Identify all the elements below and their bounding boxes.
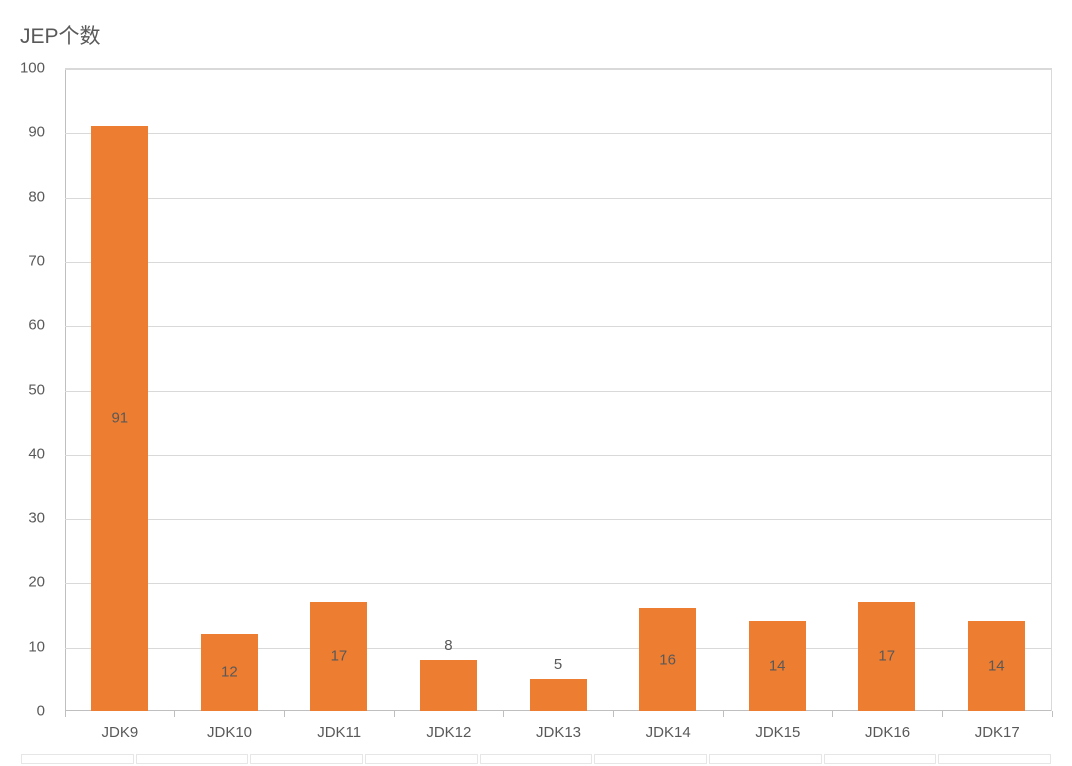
bottom-decor-box [480, 754, 593, 764]
x-tick-mark [503, 711, 504, 717]
y-tick-label: 100 [0, 60, 55, 77]
bar: 17 [310, 602, 367, 711]
x-tick-mark [723, 711, 724, 717]
bar-slot: 14 [942, 69, 1052, 711]
bar: 8 [420, 660, 477, 711]
bar-slot: 14 [722, 69, 832, 711]
bars-area: 91 12 17 8 5 16 14 17 14 [65, 69, 1051, 711]
bar: 5 [530, 679, 587, 711]
x-tick-mark [174, 711, 175, 717]
x-tick-mark [65, 711, 66, 717]
y-tick-label: 60 [0, 317, 55, 334]
bottom-decor-box [938, 754, 1051, 764]
chart-container: JEP个数 91 12 17 8 5 16 14 17 14 0 10 20 30 40 50 60 70 80… [0, 0, 1072, 766]
y-tick-label: 70 [0, 252, 55, 269]
bar-slot: 17 [284, 69, 394, 711]
y-tick-label: 80 [0, 188, 55, 205]
bottom-decor-box [21, 754, 134, 764]
x-tick-mark [832, 711, 833, 717]
x-tick-mark [1052, 711, 1053, 717]
bar-slot: 5 [503, 69, 613, 711]
bar-value-label: 14 [988, 657, 1005, 674]
bottom-decor-box [594, 754, 707, 764]
bottom-decor-box [709, 754, 822, 764]
bar: 91 [91, 126, 148, 711]
y-tick-label: 40 [0, 445, 55, 462]
bar-slot: 17 [832, 69, 942, 711]
x-tick-mark [613, 711, 614, 717]
y-tick-label: 30 [0, 510, 55, 527]
bar-value-label: 5 [554, 656, 562, 673]
bar-slot: 16 [613, 69, 723, 711]
bar: 12 [201, 634, 258, 711]
chart-title: JEP个数 [20, 20, 101, 50]
bottom-decor-box [365, 754, 478, 764]
bar-value-label: 17 [331, 648, 348, 665]
bar-value-label: 91 [111, 410, 128, 427]
bar: 16 [639, 608, 696, 711]
y-tick-label: 20 [0, 574, 55, 591]
x-tick-mark [284, 711, 285, 717]
y-tick-label: 0 [0, 703, 55, 720]
bar-value-label: 12 [221, 664, 238, 681]
bar: 17 [858, 602, 915, 711]
plot-area: 91 12 17 8 5 16 14 17 14 [65, 68, 1052, 711]
bar-slot: 8 [394, 69, 504, 711]
bar: 14 [749, 621, 806, 711]
x-tick-mark [394, 711, 395, 717]
bar-value-label: 8 [444, 637, 452, 654]
bottom-decor-box [250, 754, 363, 764]
bar-value-label: 14 [769, 657, 786, 674]
bar: 14 [968, 621, 1025, 711]
y-tick-label: 90 [0, 124, 55, 141]
bar-value-label: 16 [659, 651, 676, 668]
bar-slot: 12 [175, 69, 285, 711]
bottom-decor-box [136, 754, 249, 764]
y-tick-label: 50 [0, 381, 55, 398]
bottom-decor-box [824, 754, 937, 764]
bar-slot: 91 [65, 69, 175, 711]
bar-value-label: 17 [878, 648, 895, 665]
x-tick-mark [942, 711, 943, 717]
y-tick-label: 10 [0, 638, 55, 655]
bottom-decor-boxes [20, 754, 1052, 764]
